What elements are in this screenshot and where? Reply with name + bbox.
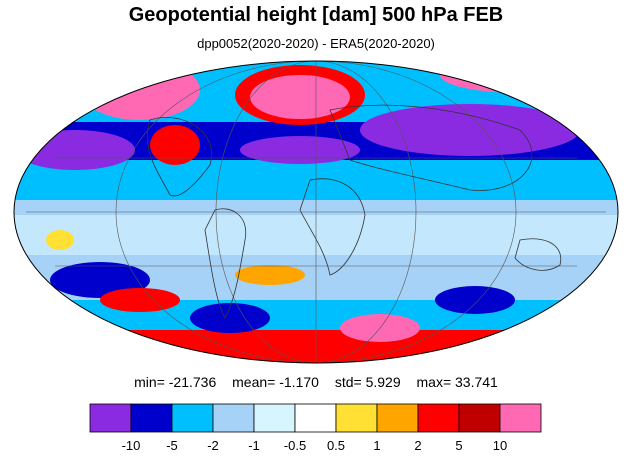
coastline-australia bbox=[514, 238, 562, 271]
field-patch-yellow bbox=[46, 230, 74, 250]
colorbar-swatch bbox=[253, 403, 296, 433]
colorbar-swatch bbox=[458, 403, 501, 433]
colorbar-label: 0.5 bbox=[327, 438, 345, 453]
colorbar-label: 2 bbox=[414, 438, 421, 453]
field-high-arctic-inner bbox=[250, 75, 350, 119]
stat-mean: mean= -1.170 bbox=[232, 374, 319, 390]
map-subtitle: dpp0052(2020-2020) - ERA5(2020-2020) bbox=[197, 36, 435, 51]
field-high-south-1 bbox=[100, 288, 180, 312]
coastline-north-america bbox=[146, 117, 212, 197]
colorbar-swatch bbox=[294, 403, 337, 433]
field-high-canada bbox=[150, 125, 200, 165]
map-outline bbox=[13, 60, 619, 364]
field-high-south-2 bbox=[235, 265, 305, 285]
colorbar-label: -5 bbox=[166, 438, 178, 453]
colorbar-swatch bbox=[130, 403, 173, 433]
colorbar-label: -2 bbox=[207, 438, 219, 453]
colorbar-label: 1 bbox=[373, 438, 380, 453]
colorbar-label: -1 bbox=[248, 438, 260, 453]
stats-line: min= -21.736 mean= -1.170 std= 5.929 max… bbox=[0, 374, 632, 390]
colorbar-label: 10 bbox=[493, 438, 507, 453]
stat-std: std= 5.929 bbox=[334, 374, 401, 390]
colorbar-swatch bbox=[499, 403, 542, 433]
colorbar-swatch bbox=[335, 403, 378, 433]
coastline-south-america bbox=[204, 208, 247, 319]
colorbar-swatch bbox=[417, 403, 460, 433]
map-title: Geopotential height [dam] 500 hPa FEB bbox=[128, 4, 504, 26]
field-low-siberia bbox=[360, 104, 580, 156]
colorbar-swatch bbox=[171, 403, 214, 433]
stat-max: max= 33.741 bbox=[416, 374, 498, 390]
coastline-eurasia bbox=[329, 104, 533, 191]
stat-min: min= -21.736 bbox=[134, 374, 217, 390]
colorbar-label: 5 bbox=[455, 438, 462, 453]
colorbar-swatch bbox=[89, 403, 132, 433]
coastlines bbox=[146, 104, 562, 319]
colorbar-label: -10 bbox=[122, 438, 141, 453]
field-low-indian bbox=[435, 286, 515, 314]
colorbar-label: -0.5 bbox=[284, 438, 306, 453]
colorbar-swatch bbox=[376, 403, 419, 433]
colorbar-swatch bbox=[212, 403, 255, 433]
field-low-europe bbox=[240, 136, 360, 164]
coastline-africa bbox=[299, 178, 366, 276]
